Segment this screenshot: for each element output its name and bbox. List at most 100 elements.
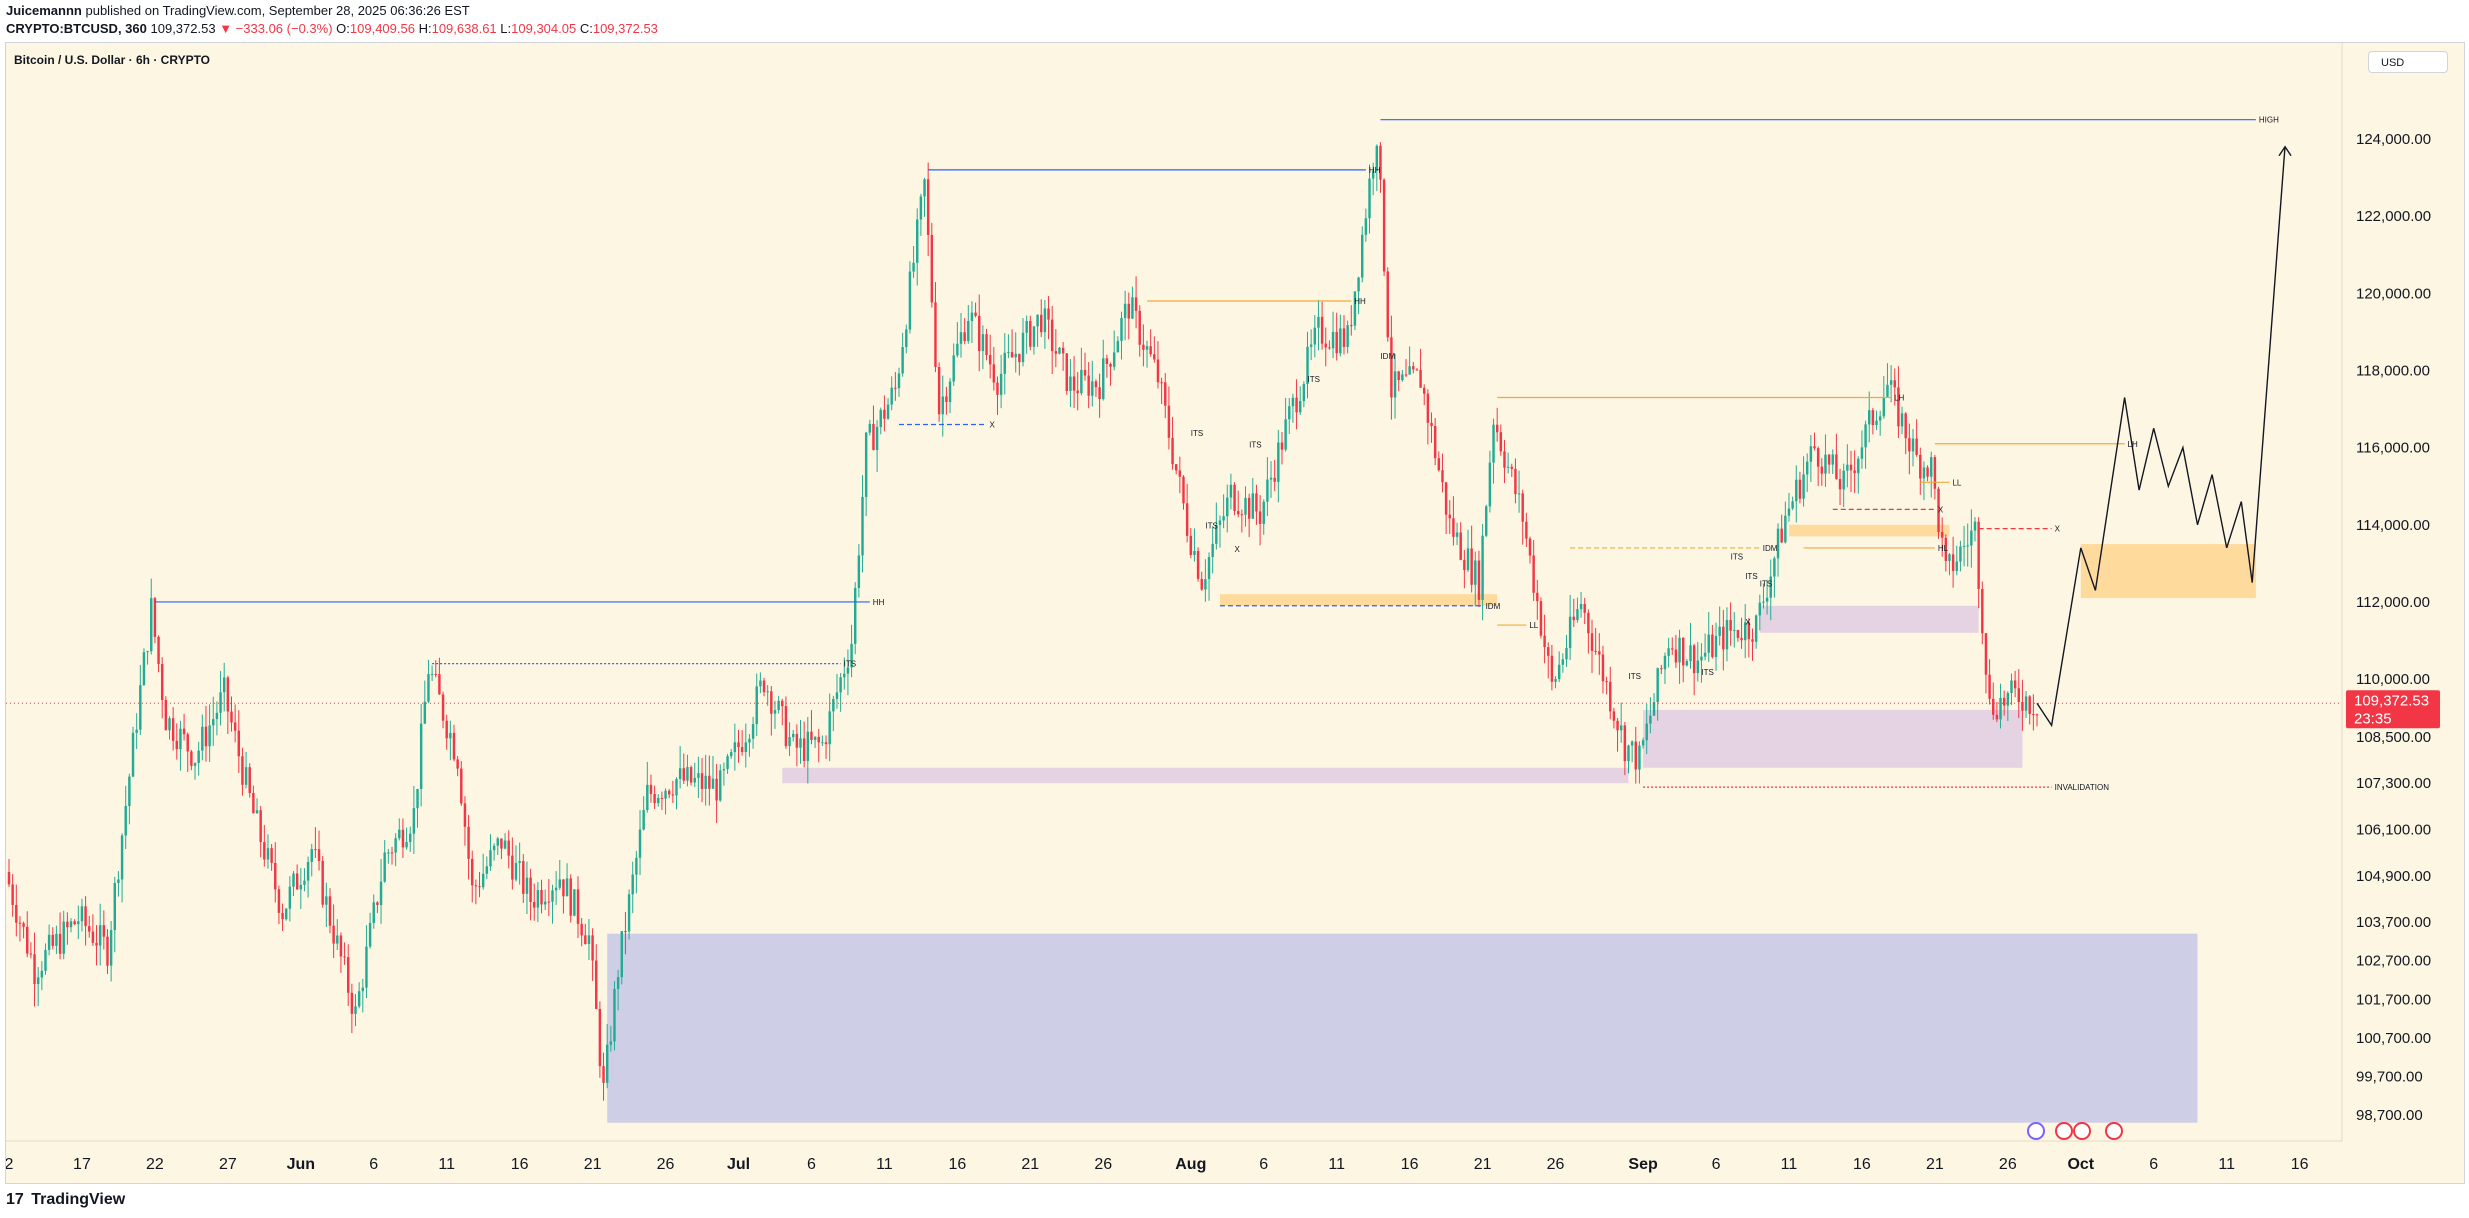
candle-body (1973, 521, 1977, 531)
price-change: ▼ −333.06 (−0.3%) (219, 21, 333, 36)
x-axis-tick-label: 6 (1712, 1156, 1721, 1173)
x-axis-tick-label: 6 (1259, 1156, 1268, 1173)
candle-body (1328, 347, 1331, 349)
tradingview-logo-icon[interactable]: 17 (6, 1191, 24, 1208)
candle-body (861, 496, 864, 556)
candle-body (1102, 358, 1105, 399)
tradingview-logo-text[interactable]: TradingView (31, 1191, 126, 1208)
candle-body (1466, 548, 1470, 571)
event-us-flag-icon (2055, 1122, 2073, 1140)
y-axis-tick-label: 122,000.00 (2356, 208, 2431, 225)
candle-body (328, 896, 332, 926)
candle-body (1649, 715, 1652, 724)
candle-body (478, 886, 481, 888)
candle-body (80, 906, 84, 922)
candle-body (357, 991, 361, 1007)
ob-zone-sep-upper (1759, 605, 1979, 633)
candle-body (1043, 308, 1047, 333)
candle-body (507, 840, 510, 856)
candle-body (1660, 668, 1663, 670)
candle-body (1433, 425, 1437, 459)
candle-body (1765, 597, 1769, 602)
y-axis-tick-label: 100,700.00 (2356, 1030, 2431, 1047)
candle-body (15, 904, 18, 923)
candle-body (1021, 332, 1025, 363)
current-price-label: 109,372.53 (2354, 692, 2429, 709)
candle-body (912, 262, 915, 272)
candle-body (522, 861, 525, 894)
close-label: C: (579, 21, 593, 36)
candle-body (1908, 438, 1911, 452)
candle-body (1112, 352, 1116, 367)
candle-body (1656, 668, 1659, 702)
candle-body (620, 931, 624, 978)
candle-body (1846, 464, 1849, 471)
candle-body (284, 908, 288, 920)
candle-body (864, 432, 868, 497)
candle-body (131, 732, 135, 777)
candle-body (693, 777, 696, 783)
candle-body (460, 768, 463, 804)
candle-body (372, 902, 375, 923)
candle-body (514, 863, 518, 880)
candle-body (1995, 714, 1999, 720)
candle-body (29, 953, 33, 955)
candle-body (1827, 454, 1831, 465)
candle-body (55, 933, 58, 946)
candle-body (664, 790, 667, 799)
candle-body (2017, 688, 2020, 703)
candle-body (40, 970, 44, 978)
candle-body (365, 946, 368, 988)
candle-body (350, 992, 354, 1014)
candle-body (1926, 467, 1929, 477)
candle-body (1207, 557, 1211, 580)
candle-body (1448, 514, 1451, 519)
candle-body (1711, 634, 1714, 657)
candle-body (390, 852, 394, 854)
candle-body (215, 712, 219, 720)
candle-body (1787, 508, 1791, 516)
candle-body (967, 320, 970, 342)
chart-pane[interactable]: HH HH HIGH HH LH LH ITS INVALIDATION IDM IDM HL X X X… (5, 42, 2465, 1184)
candle-body (1959, 546, 1962, 562)
candle-body (1061, 347, 1065, 354)
currency-button[interactable]: USD (2368, 51, 2448, 73)
candle-body (773, 710, 777, 714)
candle-body (288, 886, 292, 909)
candle-body (1401, 374, 1404, 381)
publisher-name[interactable]: Juicemannn (6, 3, 82, 18)
candle-body (638, 829, 642, 858)
candle-body (1733, 629, 1736, 631)
candle-body (179, 728, 182, 750)
candle-body (667, 790, 671, 795)
candle-body (700, 773, 704, 789)
candle-body (11, 884, 14, 905)
candle-body (1072, 376, 1076, 391)
candle-body (1255, 493, 1258, 512)
candle-body (489, 850, 492, 867)
candle-body (1047, 308, 1050, 320)
candle-body (1357, 277, 1360, 292)
candle-body (1740, 637, 1743, 641)
projection-path (2036, 146, 2286, 728)
candle-body (602, 1066, 605, 1083)
candle-body (1762, 601, 1765, 603)
price-chart[interactable]: HH HH HIGH HH LH LH ITS INVALIDATION IDM IDM HL X X X… (6, 43, 2465, 1184)
level-label-hh-may: HH (873, 598, 885, 607)
candle-body (332, 925, 335, 944)
candle-body (770, 691, 773, 714)
candle-body (139, 685, 142, 730)
candle-body (1036, 314, 1039, 327)
level-label-hh-aug: HH (1354, 297, 1366, 306)
candle-body (91, 931, 95, 943)
candle-body (1273, 477, 1276, 482)
structure-tag: ITS (1731, 552, 1743, 561)
candle-body (1196, 550, 1200, 579)
candle-body (868, 423, 872, 433)
candle-body (168, 718, 171, 731)
candle-body (1718, 626, 1721, 636)
y-axis-tick-label: 114,000.00 (2356, 517, 2430, 534)
candle-body (1579, 604, 1583, 610)
candle-body (1178, 470, 1182, 477)
candle-body (682, 768, 686, 781)
